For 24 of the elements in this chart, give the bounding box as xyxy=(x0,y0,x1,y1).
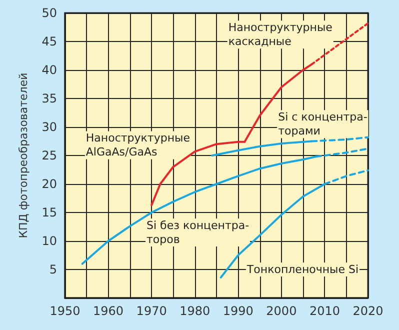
series-label: Si с концентра- торами xyxy=(278,110,368,138)
y-tick-label: 50 xyxy=(42,6,57,20)
x-tick-label: 1990 xyxy=(222,304,254,318)
x-tick-label: 2010 xyxy=(309,304,340,318)
x-tick-label: 2020 xyxy=(352,304,384,318)
text: Наноструктурные каскадные xyxy=(228,21,333,48)
y-axis-title: КПД фотопреобразователей xyxy=(17,72,30,238)
y-tick-label: 40 xyxy=(42,63,57,77)
x-tick-label: 1980 xyxy=(180,304,210,318)
y-tick-label: 45 xyxy=(42,34,57,48)
x-tick-label: 1970 xyxy=(136,304,167,318)
y-tick-label: 35 xyxy=(42,92,57,106)
x-tick-label: 2000 xyxy=(266,304,297,318)
y-tick-label: 30 xyxy=(42,120,57,134)
y-tick-label: 5 xyxy=(49,262,57,276)
y-tick-label: 25 xyxy=(42,148,57,162)
y-tick-label: 15 xyxy=(42,206,57,220)
y-tick-label: 20 xyxy=(42,177,57,191)
series-label: Si без концентра- торов xyxy=(146,218,250,246)
x-tick-label: 1950 xyxy=(50,304,80,318)
y-tick-label: 10 xyxy=(42,234,57,248)
x-tick-label: 1960 xyxy=(93,304,124,318)
series-label: Тонкопленочные Si xyxy=(246,263,359,276)
series-label: Наноструктурные AlGaAs/GaAs xyxy=(86,132,190,159)
